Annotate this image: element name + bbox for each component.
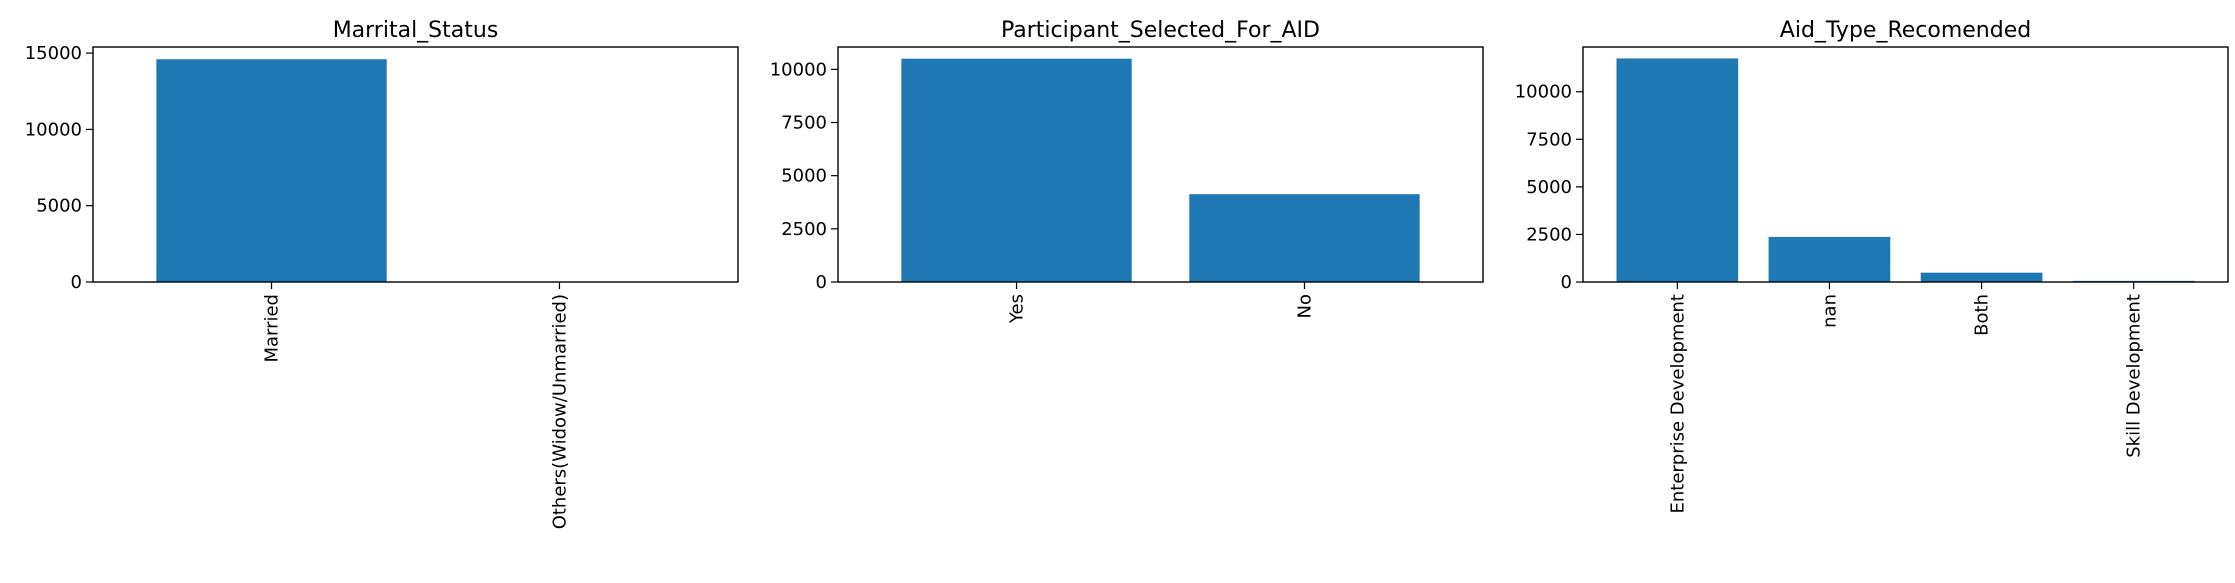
x-tick-label: Others(Widow/Unmarried) (549, 294, 570, 529)
y-tick-label: 2500 (1526, 224, 1572, 245)
axes-frame (1582, 46, 2229, 283)
y-tick-label: 15000 (25, 43, 82, 64)
chart-panel-1: Marrital_Status 0 5000 10000 15000 Married Oth… (25, 18, 739, 529)
bar-2 (1768, 236, 1891, 282)
y-tick-label: 10000 (770, 59, 827, 80)
axes-frame (92, 46, 739, 283)
bar-1 (901, 58, 1132, 283)
chart-title: Aid_Type_Recomended (1780, 18, 2031, 43)
chart-panel-2: Participant_Selected_For_AID 0 2500 5000 750… (770, 18, 1484, 324)
x-tick-label: Enterprise Development (1667, 294, 1688, 514)
bar-1 (1616, 58, 1739, 282)
y-tick-label: 2500 (781, 219, 827, 240)
y-tick-label: 0 (71, 272, 82, 293)
x-tick-label: Both (1972, 294, 1993, 336)
chart-title: Marrital_Status (333, 18, 499, 43)
chart-panel-3: Aid_Type_Recomended 0 2500 5000 7500 10000 Ent… (1515, 18, 2229, 514)
x-tick-label: Married (262, 294, 283, 363)
y-tick-label: 7500 (1526, 129, 1572, 150)
y-tick-label: 0 (1561, 272, 1572, 293)
x-tick-label: Yes (1007, 294, 1028, 324)
y-tick-label: 7500 (781, 112, 827, 133)
x-tick-label: Skill Development (2124, 294, 2145, 458)
y-tick-label: 10000 (25, 119, 82, 140)
y-tick-label: 5000 (1526, 177, 1572, 198)
y-tick-label: 5000 (781, 166, 827, 187)
y-tick-label: 0 (816, 272, 827, 293)
bar-1 (156, 59, 387, 283)
bar-2 (1189, 194, 1420, 282)
bar-3 (1920, 272, 2043, 282)
chart-title: Participant_Selected_For_AID (1001, 18, 1320, 43)
x-tick-label: No (1294, 294, 1315, 318)
axes-frame (837, 46, 1484, 283)
y-tick-label: 5000 (36, 196, 82, 217)
y-tick-label: 10000 (1515, 82, 1572, 103)
x-tick-label: nan (1819, 294, 1840, 328)
